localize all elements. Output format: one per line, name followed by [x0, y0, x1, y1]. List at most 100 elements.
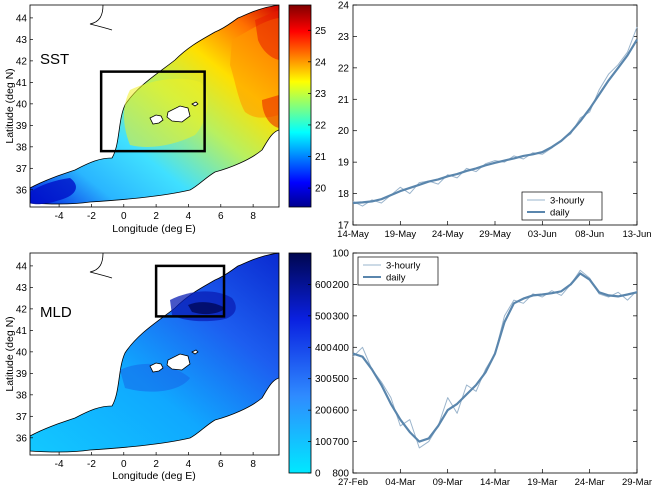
- mld-x-axis: -4 -2 0 2 4 6 8: [55, 452, 256, 470]
- sst-yellow-core: [124, 78, 208, 147]
- x-tick-label: -4: [55, 211, 64, 222]
- mld-ts-x-axis: 27-Feb 04-Mar 09-Mar 14-Mar 19-Mar 24-Mar 29-M…: [338, 469, 652, 488]
- x-tick-label: 27-Feb: [338, 477, 368, 488]
- y-tick-label: 100: [332, 249, 349, 260]
- mld-map-frame: [29, 252, 280, 456]
- x-tick-label: 0: [121, 211, 127, 222]
- sst-map-field: [30, 5, 279, 207]
- y-tick-label: 41: [16, 78, 28, 89]
- series-line-daily: [352, 39, 638, 205]
- y-tick-label: 20: [338, 126, 350, 137]
- mld-ts-legend-3hourly: 3-hourly: [386, 261, 421, 272]
- sst-y-axis: 36 37 38 39 40 41 42 43 44: [16, 13, 33, 196]
- sst-x-axis: -4 -2 0 2 4 6 8: [55, 204, 256, 222]
- colorbar-tick-label: 24: [315, 57, 327, 68]
- sst-timeseries-panel: 17 18 19 20 21 22 23 24 14-May 19-May 24-May 29-Ma…: [337, 1, 651, 241]
- colorbar-tick-label: 0: [315, 469, 321, 480]
- series-line-3-hourly: [352, 26, 638, 207]
- y-tick-label: 42: [16, 56, 28, 67]
- x-tick-label: 14-Mar: [480, 477, 510, 488]
- y-tick-label: 22: [338, 63, 350, 74]
- sst-ts-legend-3hourly: 3-hourly: [550, 196, 585, 207]
- mld-ts-series: [352, 269, 638, 449]
- sst-ts-y-axis: 17 18 19 20 21 22 23 24: [338, 1, 637, 232]
- y-tick-label: 43: [16, 35, 28, 46]
- colorbar-tick-label: 300: [315, 374, 332, 385]
- x-tick-label: 2: [153, 459, 159, 470]
- mld-ts-frame: [352, 252, 638, 474]
- y-tick-label: 44: [16, 261, 28, 272]
- x-tick-label: -4: [55, 459, 64, 470]
- x-tick-label: 2: [153, 211, 159, 222]
- mld-ts-legend: 3-hourly daily: [357, 256, 439, 286]
- y-tick-label: 43: [16, 283, 28, 294]
- mld-colorbar: [288, 252, 312, 474]
- colorbar-tick-label: 23: [315, 89, 327, 100]
- y-tick-label: 200: [332, 280, 349, 291]
- x-tick-label: 19-Mar: [527, 477, 557, 488]
- x-tick-label: 19-May: [384, 229, 416, 240]
- mld-ts-y-axis: 100 200 300 400 500 600 700 800: [332, 249, 637, 480]
- x-tick-label: 13-Jun: [622, 229, 651, 240]
- y-tick-label: 41: [16, 326, 28, 337]
- y-tick-label: 40: [16, 99, 28, 110]
- mld-colorbar-ticks: 0 100 200 300 400 500 600: [308, 280, 332, 480]
- x-tick-label: 6: [218, 459, 224, 470]
- series-line-daily: [352, 272, 638, 443]
- y-tick-label: 600: [332, 406, 349, 417]
- x-tick-label: 8: [250, 459, 256, 470]
- sst-cold-region: [30, 178, 76, 205]
- colorbar-tick-label: 21: [315, 152, 327, 163]
- y-tick-label: 38: [16, 142, 28, 153]
- x-tick-label: 04-Mar: [385, 477, 415, 488]
- x-tick-label: 0: [121, 459, 127, 470]
- colorbar-tick-label: 200: [315, 406, 332, 417]
- sst-colorbar: [288, 4, 312, 208]
- sst-coastline-north: [89, 5, 113, 31]
- sst-hot-region: [255, 10, 279, 128]
- y-tick-label: 300: [332, 311, 349, 322]
- colorbar-tick-label: 500: [315, 311, 332, 322]
- y-tick-label: 700: [332, 437, 349, 448]
- x-tick-label: 08-Jun: [575, 229, 604, 240]
- y-tick-label: 400: [332, 343, 349, 354]
- sst-ts-x-axis: 14-May 19-May 24-May 29-May 03-Jun 08-Jun 13-J…: [337, 221, 652, 240]
- x-tick-label: 6: [218, 211, 224, 222]
- mld-timeseries-panel: 100 200 300 400 500 600 700 800 27-Feb 04-Mar 09-…: [332, 249, 652, 489]
- y-tick-label: 44: [16, 13, 28, 24]
- x-tick-label: 29-May: [479, 229, 511, 240]
- mld-y-axis: 36 37 38 39 40 41 42 43 44: [16, 261, 33, 444]
- x-tick-label: 29-Mar: [622, 477, 652, 488]
- colorbar-tick-label: 22: [315, 120, 327, 131]
- x-tick-label: 14-May: [337, 229, 369, 240]
- y-tick-label: 39: [16, 369, 28, 380]
- x-tick-label: 24-May: [432, 229, 464, 240]
- y-tick-label: 23: [338, 32, 350, 43]
- x-tick-label: 09-Mar: [433, 477, 463, 488]
- mld-y-axis-label: Latitude (deg N): [4, 316, 16, 391]
- mld-deepest-core: [188, 302, 225, 315]
- mld-region-box: [154, 264, 226, 318]
- sst-region-box: [99, 70, 206, 153]
- sst-panel-label: SST: [40, 51, 69, 68]
- x-tick-label: 4: [186, 211, 192, 222]
- y-tick-label: 24: [338, 1, 350, 12]
- sst-ts-frame: [352, 4, 638, 226]
- y-tick-label: 42: [16, 304, 28, 315]
- sst-x-axis-label: Longitude (deg E): [112, 223, 195, 235]
- y-tick-label: 38: [16, 390, 28, 401]
- mld-ts-legend-daily: daily: [386, 273, 406, 284]
- mld-patch-1: [120, 363, 190, 392]
- x-tick-label: 4: [186, 459, 192, 470]
- y-tick-label: 17: [338, 221, 350, 232]
- colorbar-tick-label: 25: [315, 26, 327, 37]
- y-tick-label: 500: [332, 374, 349, 385]
- mld-map-field: [30, 253, 279, 455]
- y-tick-label: 40: [16, 347, 28, 358]
- y-tick-label: 21: [338, 95, 350, 106]
- mld-coastline-north: [89, 253, 113, 279]
- mld-x-axis-label: Longitude (deg E): [112, 470, 195, 482]
- colorbar-tick-label: 20: [315, 184, 327, 195]
